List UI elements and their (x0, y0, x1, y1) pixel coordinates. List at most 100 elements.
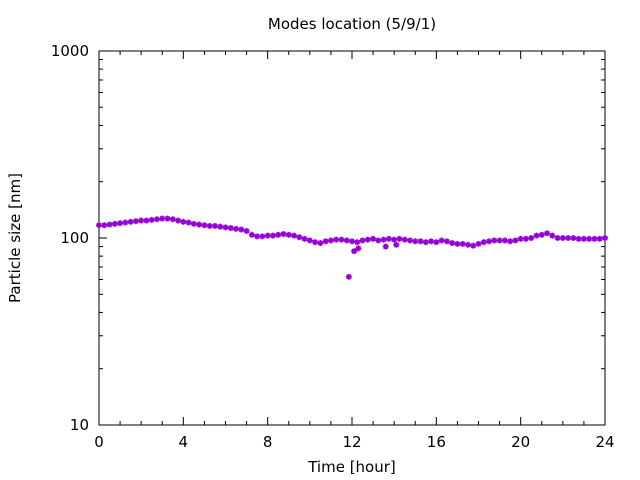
data-point (565, 235, 572, 241)
data-point (96, 222, 102, 229)
data-point (312, 239, 319, 246)
data-point (345, 273, 352, 280)
data-point (596, 235, 603, 242)
data-point (122, 219, 129, 226)
data-point (317, 240, 324, 247)
data-point (233, 225, 240, 232)
data-point (201, 222, 208, 229)
data-point (222, 224, 229, 231)
data-point (433, 239, 440, 246)
x-tick-label: 12 (342, 433, 361, 451)
data-point (443, 238, 450, 245)
data-point (211, 222, 218, 229)
data-point (275, 231, 282, 238)
data-point (533, 232, 540, 239)
data-point (301, 235, 308, 242)
data-point (559, 235, 566, 241)
data-point (127, 218, 134, 225)
axis-ticks: 0 4 8 12 16 20 24 10 100 1000 (51, 42, 615, 451)
data-point (470, 242, 477, 249)
data-point (227, 225, 234, 232)
x-tick-label: 24 (595, 433, 614, 451)
data-point (296, 234, 303, 241)
data-point (180, 218, 187, 225)
data-point (375, 237, 382, 244)
data-point (206, 222, 213, 229)
data-point (406, 237, 413, 244)
data-point (217, 223, 224, 230)
x-tick-label: 8 (263, 433, 273, 451)
data-point (522, 235, 529, 242)
data-point (359, 237, 366, 244)
data-point (507, 238, 514, 245)
data-point (101, 222, 108, 229)
data-point (148, 216, 155, 223)
data-point (554, 235, 561, 241)
data-point (370, 235, 377, 242)
y-axis-label: Particle size [nm] (6, 173, 24, 303)
data-point (396, 235, 403, 242)
data-point (291, 232, 298, 239)
data-point (159, 215, 166, 222)
data-point (264, 232, 271, 239)
chart-title: Modes location (5/9/1) (268, 15, 436, 33)
data-point (153, 216, 160, 223)
data-point (391, 236, 398, 243)
y-tick-label: 100 (60, 229, 89, 247)
data-point (417, 238, 424, 245)
data-point (132, 218, 139, 225)
data-point (480, 239, 487, 246)
data-point (285, 231, 292, 238)
data-point (454, 240, 461, 247)
data-point (528, 235, 535, 241)
data-point (382, 243, 389, 250)
x-tick-label: 16 (427, 433, 446, 451)
data-point (422, 239, 429, 246)
data-point (280, 231, 287, 238)
data-point (243, 228, 250, 235)
data-point (351, 248, 358, 255)
data-point (428, 238, 435, 245)
data-point (385, 235, 392, 242)
data-point (185, 219, 192, 226)
data-point (380, 236, 387, 243)
data-point (501, 237, 508, 244)
data-point (238, 226, 245, 233)
y-tick-label: 1000 (51, 42, 89, 60)
data-point (138, 217, 145, 224)
data-point (517, 235, 524, 242)
data-point (106, 221, 113, 228)
data-point (602, 235, 608, 241)
data-point (544, 230, 551, 237)
data-point (512, 237, 519, 244)
data-point (196, 221, 203, 228)
data-point (322, 238, 329, 245)
data-point (438, 237, 445, 244)
data-point (164, 215, 171, 222)
data-point (459, 240, 466, 247)
data-point (475, 240, 482, 247)
data-point (143, 217, 150, 224)
data-point (364, 236, 371, 243)
data-point (401, 236, 408, 243)
data-point (355, 245, 362, 252)
data-point (591, 235, 598, 242)
data-point (259, 233, 266, 240)
data-point (327, 237, 334, 244)
y-tick-label: 10 (70, 416, 89, 434)
x-tick-label: 0 (94, 433, 104, 451)
data-point (570, 235, 577, 241)
data-point (354, 239, 361, 246)
data-point (269, 232, 276, 239)
x-tick-label: 4 (179, 433, 189, 451)
data-point (464, 241, 471, 248)
data-point (486, 238, 493, 245)
data-point (580, 235, 587, 242)
data-point (111, 220, 118, 227)
data-point (248, 231, 255, 238)
data-point (586, 235, 593, 242)
data-point (449, 240, 456, 247)
data-point (175, 217, 182, 224)
data-point (117, 220, 124, 227)
